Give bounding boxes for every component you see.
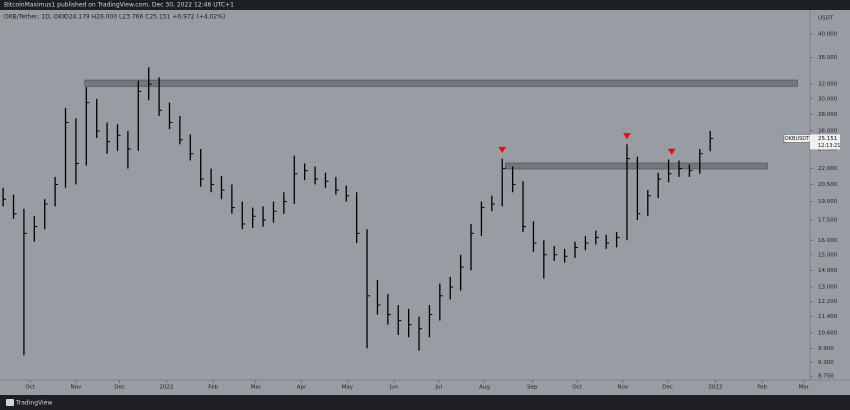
chart-area <box>0 10 850 395</box>
x-tick-label: Jun <box>389 385 399 391</box>
x-tick-label: Mar <box>251 385 262 391</box>
x-tick-label: Feb <box>757 385 767 391</box>
y-tick-label: 36.000 <box>818 55 838 61</box>
y-tick-label: 40.000 <box>818 31 838 37</box>
x-tick-label: Jul <box>434 385 442 391</box>
y-tick-label: 15.000 <box>818 252 838 258</box>
bottom-bar <box>0 395 850 410</box>
last-price: 25.151 <box>818 136 837 142</box>
y-tick-label: 24.000 <box>818 146 838 152</box>
y-tick-label: 28.000 <box>818 112 838 118</box>
x-tick-label: Dec <box>114 385 125 391</box>
brand: TradingView <box>15 400 52 407</box>
zone <box>84 79 798 87</box>
y-tick-label: 12.200 <box>818 299 838 305</box>
publisher: BitcoinMaximus1 published on TradingView… <box>4 2 234 9</box>
x-tick-label: Nov <box>71 385 82 391</box>
x-tick-label: Sep <box>527 385 538 391</box>
y-tick-label: 11.400 <box>818 314 838 320</box>
y-tick-label: 9.900 <box>818 346 834 352</box>
price-box <box>810 134 840 150</box>
x-tick-label: Aug <box>479 385 490 391</box>
x-tick-label: 2023 <box>708 385 722 391</box>
x-tick-label: Nov <box>617 385 628 391</box>
y-tick-label: 19.000 <box>818 199 838 205</box>
marker <box>622 133 631 140</box>
y-tick-label: 14.000 <box>818 268 838 274</box>
y-tick-label: 30.000 <box>818 96 838 102</box>
symbol: OKB/Tether, 1D, OKX <box>4 14 66 21</box>
y-tick-label: 22.000 <box>818 166 838 172</box>
brand-logo <box>6 399 14 406</box>
y-unit: USDT <box>818 16 834 22</box>
ohlc-legend: O24.179 H26.000 L23.766 C25.151 +0.972 (… <box>64 14 225 21</box>
y-tick-label: 8.750 <box>818 374 834 380</box>
y-tick-label: 10.600 <box>818 330 838 336</box>
y-tick-label: 17.500 <box>818 218 838 224</box>
top-bar <box>0 0 850 10</box>
y-tick-label: 16.000 <box>818 238 838 244</box>
x-tick-label: Mar <box>799 385 810 391</box>
y-tick-label: 9.300 <box>818 360 834 366</box>
y-tick-label: 13.000 <box>818 284 838 290</box>
y-tick-label: 32.000 <box>818 82 838 88</box>
y-tick-label: 26.000 <box>818 128 838 134</box>
marker <box>667 148 676 155</box>
marker <box>498 146 507 153</box>
x-tick-label: Apr <box>297 385 307 391</box>
zone <box>505 162 768 170</box>
x-tick-label: 2022 <box>159 385 173 391</box>
y-tick-label: 20.500 <box>818 182 838 188</box>
ticker: OKBUSDT <box>785 136 810 142</box>
x-tick-label: Oct <box>572 385 582 391</box>
x-tick-label: May <box>342 385 354 391</box>
x-tick-label: Feb <box>208 385 218 391</box>
x-tick-label: Dec <box>662 385 673 391</box>
countdown: 12:13:21 <box>818 143 840 149</box>
x-tick-label: Oct <box>25 385 35 391</box>
